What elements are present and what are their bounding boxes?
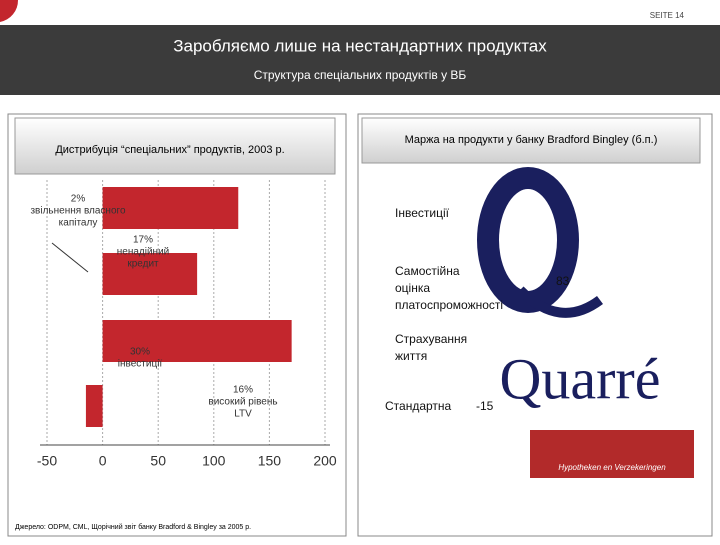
annotation: капіталу	[59, 218, 98, 229]
logo-tagline: Hypotheken en Verzekeringen	[558, 463, 666, 472]
subtitle: Структура спеціальних продуктів у ВБ	[254, 68, 467, 82]
item-label: оцінка	[395, 281, 430, 295]
logo-q-tail	[516, 286, 603, 318]
bar	[85, 385, 103, 427]
bar	[102, 187, 239, 229]
annotation: інвестиції	[118, 359, 163, 370]
item-value: 83	[556, 274, 570, 288]
item-label: Інвестиції	[395, 206, 450, 220]
annotation: 30%	[130, 347, 150, 358]
logo-band	[530, 430, 694, 478]
left-heading-box	[14, 117, 336, 175]
item-label: платоспроможності	[395, 298, 503, 312]
logo-name: Quarré	[499, 346, 660, 411]
item-label: Страхування	[395, 332, 467, 346]
x-tick-label: 200	[313, 453, 337, 469]
quarre-logo: Quarré Hypotheken en Verzekeringen	[442, 167, 694, 482]
left-heading: Дистрибуція “спеціальних” продуктів, 200…	[55, 144, 284, 156]
x-tick-label: 100	[202, 453, 226, 469]
right-panel	[357, 113, 713, 537]
item-label: Самостійна	[395, 264, 460, 278]
item-value: -15	[476, 399, 494, 413]
right-heading: Маржа на продукти у банку Bradford Bingl…	[405, 134, 658, 146]
annotation: ненадійний	[117, 247, 170, 258]
annotation: звільнення власного	[30, 206, 125, 217]
annotation: 2%	[71, 194, 86, 205]
bar	[102, 253, 198, 295]
item-label: життя	[395, 349, 427, 363]
footer: Джерело: ODPM, CML, Щорічний звіт банку …	[15, 523, 251, 531]
right-heading-box	[361, 117, 701, 164]
bar	[102, 320, 292, 362]
annotation: 17%	[133, 235, 153, 246]
annotation: кредит	[127, 259, 159, 270]
annotation: високий рівень	[208, 397, 277, 408]
x-tick-label: -50	[37, 453, 57, 469]
x-tick-label: 0	[99, 453, 107, 469]
x-tick-label: 50	[150, 453, 166, 469]
left-panel	[7, 113, 347, 537]
right-items: Інвестиції Самостійна оцінка платоспроможно…	[385, 206, 570, 413]
x-tick-label: 150	[258, 453, 282, 469]
title-bar	[0, 25, 720, 95]
item-label: Стандартна	[385, 399, 452, 413]
title: Заробляємо лише на нестандартних продукт…	[173, 36, 547, 55]
annotation: LTV	[234, 409, 252, 420]
chart: -50 0 50 100 150 200 2%звільнення власногокапі…	[30, 180, 337, 469]
logo-corner	[0, 0, 19, 22]
annotation: 16%	[233, 385, 253, 396]
page-number: SEITE 14	[650, 11, 685, 20]
annotation-pointer	[51, 242, 89, 273]
